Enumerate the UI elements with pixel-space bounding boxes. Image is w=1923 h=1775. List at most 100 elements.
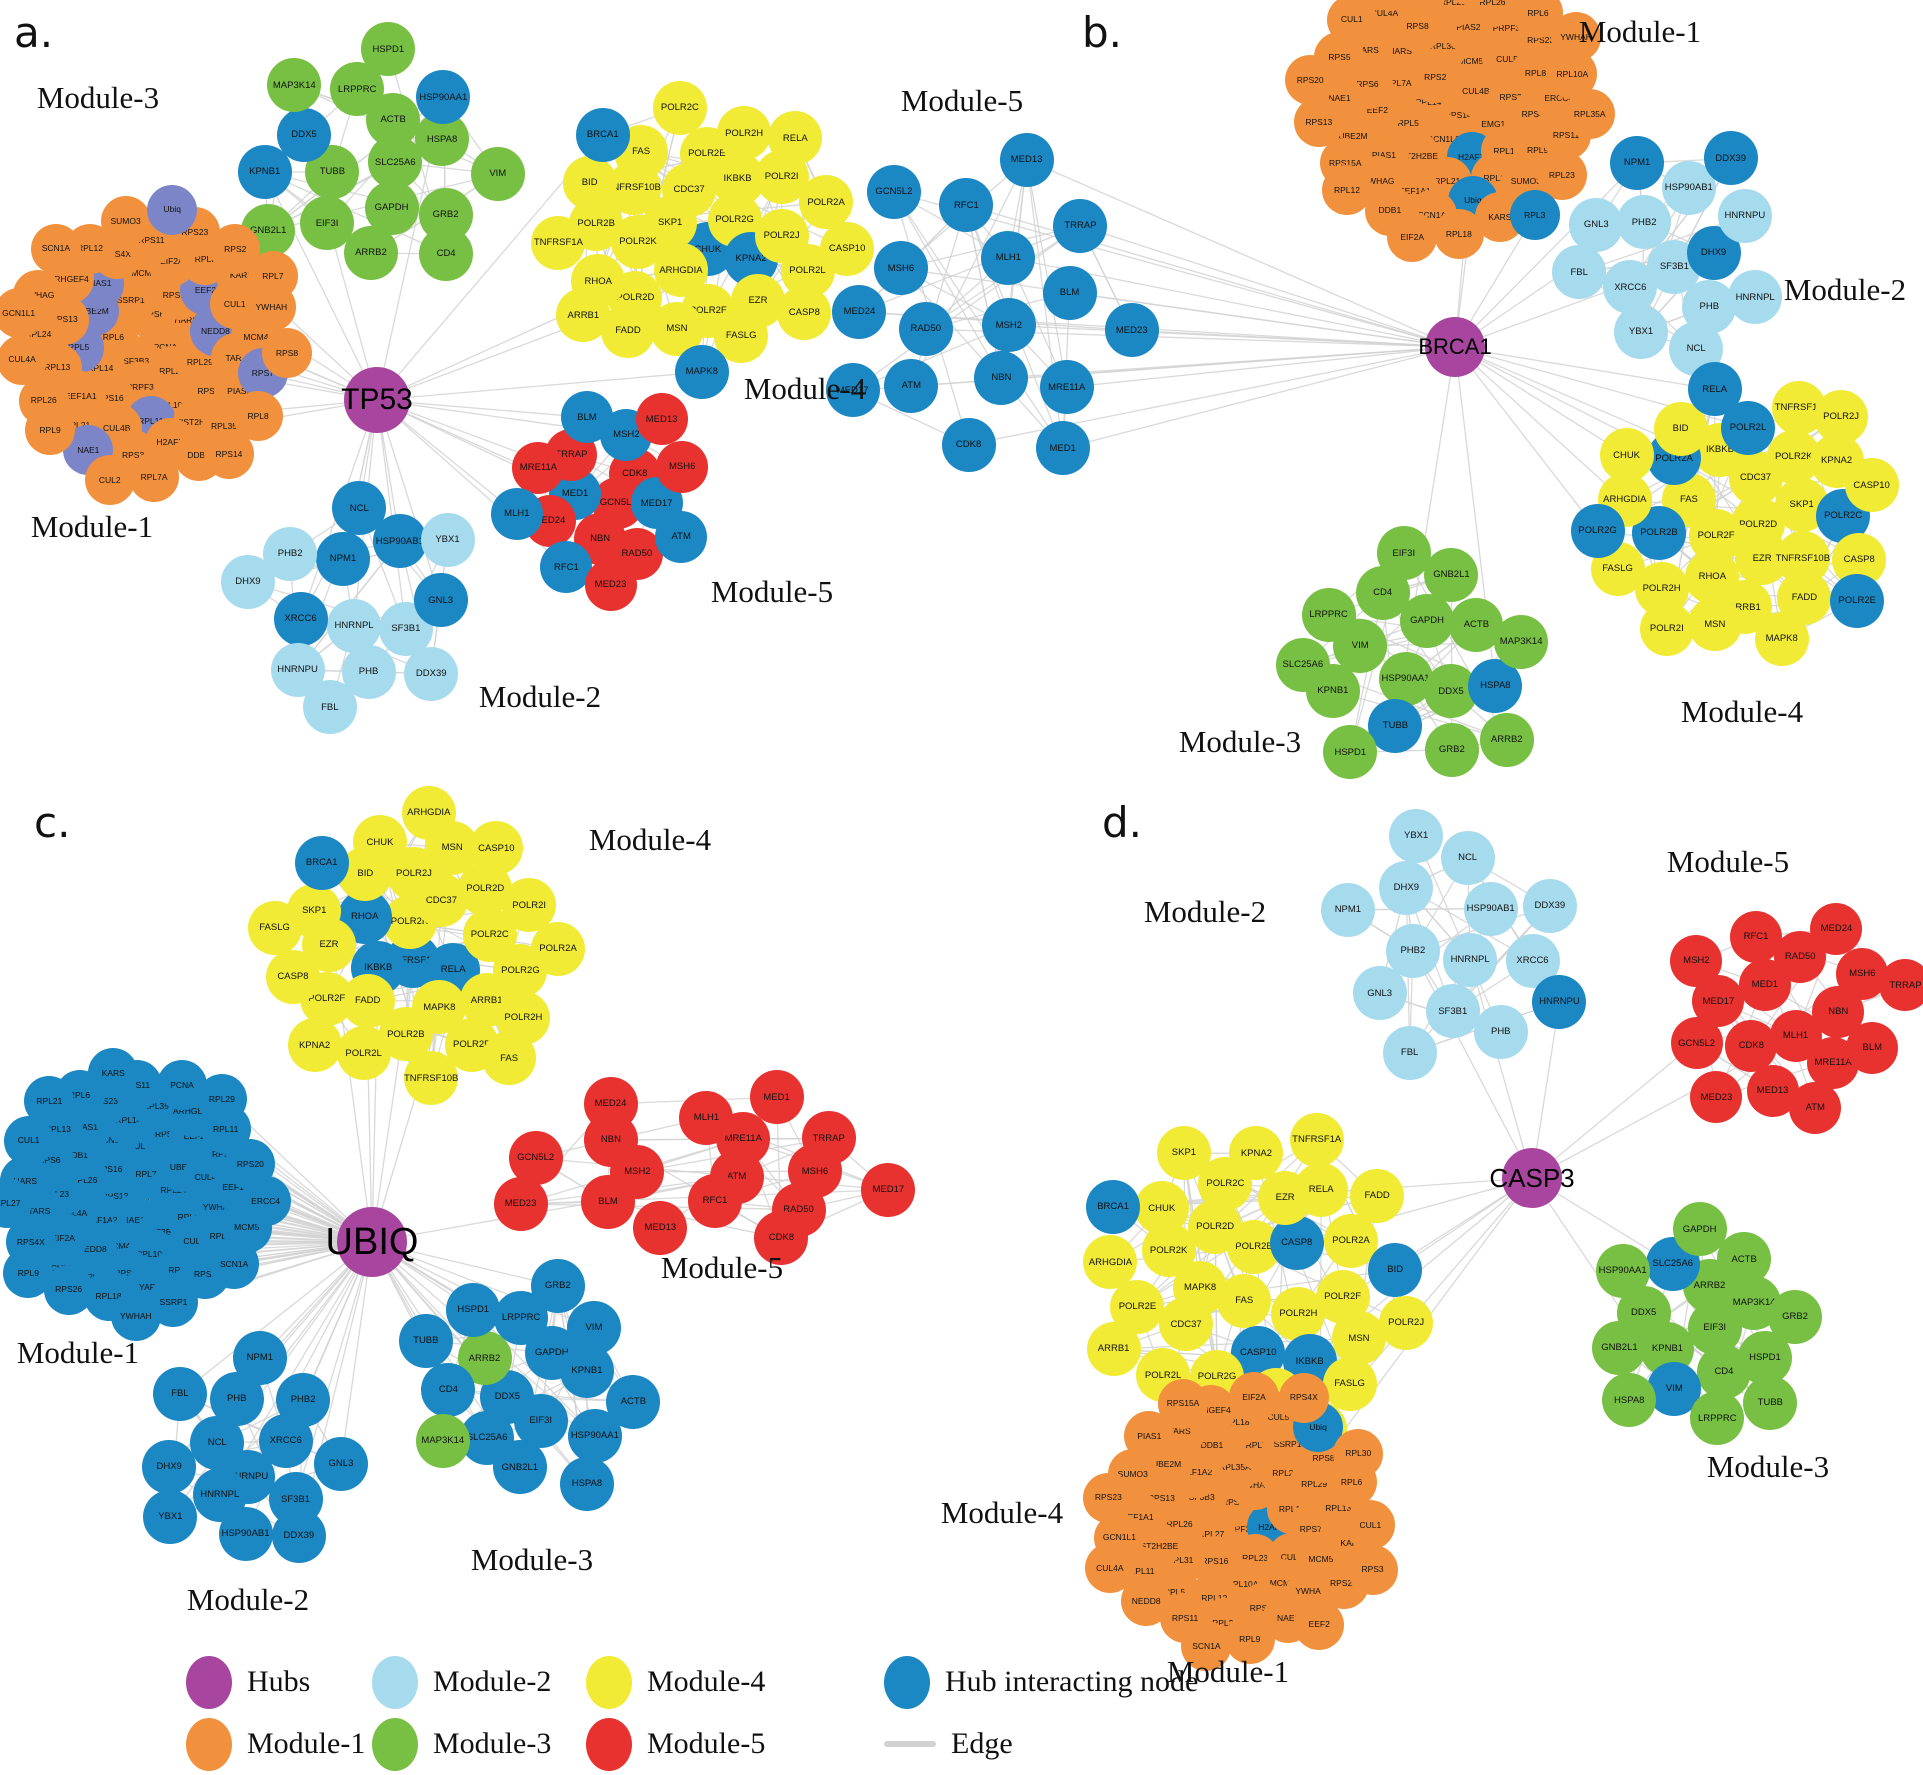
node-MED13[interactable]: MED13 xyxy=(635,393,688,446)
node-NPM1[interactable]: NPM1 xyxy=(1610,136,1665,191)
node-BRCA1[interactable]: BRCA1 xyxy=(294,835,349,890)
node-CD4[interactable]: CD4 xyxy=(421,1362,476,1417)
node-MSH6[interactable]: MSH6 xyxy=(873,241,928,296)
node-YBX1[interactable]: YBX1 xyxy=(1389,808,1444,863)
node-YWHAH[interactable]: YWHAH xyxy=(110,1291,161,1342)
node-GCN5L2[interactable]: GCN5L2 xyxy=(866,165,921,220)
node-HSP90AA1[interactable]: HSP90AA1 xyxy=(1378,651,1433,706)
node-BRCA1[interactable]: BRCA1 xyxy=(575,108,630,163)
node-RPS15A[interactable]: RPS15A xyxy=(1158,1378,1209,1429)
node-TUBB[interactable]: TUBB xyxy=(398,1313,453,1368)
node-MAP3K14[interactable]: MAP3K14 xyxy=(267,58,322,113)
node-VIM[interactable]: VIM xyxy=(566,1300,621,1355)
node-CASP10[interactable]: CASP10 xyxy=(469,821,524,876)
node-RAD50[interactable]: RAD50 xyxy=(898,302,953,357)
node-RPS4X[interactable]: RPS4X xyxy=(1278,1372,1329,1423)
node-GRB2[interactable]: GRB2 xyxy=(1424,722,1479,777)
node-TRRAP[interactable]: TRRAP xyxy=(1053,198,1108,253)
node-MED24[interactable]: MED24 xyxy=(832,284,887,339)
node-CASP10[interactable]: CASP10 xyxy=(820,222,875,277)
node-HNRNPU[interactable]: HNRNPU xyxy=(1717,189,1772,244)
node-POLR2J[interactable]: POLR2J xyxy=(1379,1295,1434,1350)
node-SCN1A[interactable]: SCN1A xyxy=(209,1239,260,1290)
node-BLM[interactable]: BLM xyxy=(560,391,613,444)
node-MED23[interactable]: MED23 xyxy=(584,558,637,611)
node-HSP90AA1[interactable]: HSP90AA1 xyxy=(416,70,471,125)
node-RPS7[interactable]: RPS7 xyxy=(1366,0,1417,11)
node-RPS14[interactable]: RPS14 xyxy=(203,429,254,480)
node-RPS26[interactable]: RPS26 xyxy=(1396,0,1447,18)
node-PHB2[interactable]: PHB2 xyxy=(1617,195,1672,250)
node-GCN5L2[interactable]: GCN5L2 xyxy=(508,1130,563,1185)
node-ARHGDIA[interactable]: ARHGDIA xyxy=(1083,1235,1138,1290)
node-BLM[interactable]: BLM xyxy=(581,1175,636,1230)
node-MED23[interactable]: MED23 xyxy=(1690,1071,1743,1124)
node-POLR2A[interactable]: POLR2A xyxy=(531,921,586,976)
node-EZR[interactable]: EZR xyxy=(1735,531,1790,586)
node-NPM1[interactable]: NPM1 xyxy=(1320,882,1375,937)
node-POLR2J[interactable]: POLR2J xyxy=(1814,389,1869,444)
node-MED17[interactable]: MED17 xyxy=(861,1162,916,1217)
hub-node-CASP3[interactable]: CASP3 xyxy=(1489,1148,1575,1208)
node-VIM[interactable]: VIM xyxy=(470,147,525,201)
node-HSPA8[interactable]: HSPA8 xyxy=(1468,659,1523,714)
node-GRB2[interactable]: GRB2 xyxy=(530,1259,585,1314)
node-RPS23[interactable]: RPS23 xyxy=(1083,1472,1134,1523)
node-TNFRSF10B[interactable]: TNFRSF10B xyxy=(404,1051,458,1106)
node-FAS[interactable]: FAS xyxy=(482,1031,537,1086)
node-RPL7[interactable]: RPL7 xyxy=(247,250,298,301)
node-MED23[interactable]: MED23 xyxy=(1104,303,1159,358)
node-CASP8[interactable]: CASP8 xyxy=(265,950,320,1005)
node-PHB2[interactable]: PHB2 xyxy=(1385,923,1440,978)
node-NBN[interactable]: NBN xyxy=(974,350,1029,405)
node-CDC37[interactable]: CDC37 xyxy=(1159,1297,1214,1352)
node-MRE11A[interactable]: MRE11A xyxy=(512,442,565,495)
node-BID[interactable]: BID xyxy=(562,156,617,211)
hub-node-BRCA1[interactable]: BRCA1 xyxy=(1418,317,1492,377)
node-FADD[interactable]: FADD xyxy=(601,304,656,359)
node-YWHAH[interactable]: YWHAH xyxy=(1551,12,1602,63)
node-NCL[interactable]: NCL xyxy=(1440,831,1495,886)
node-PHB2[interactable]: PHB2 xyxy=(276,1373,331,1428)
node-MAP3K14[interactable]: MAP3K14 xyxy=(415,1414,470,1469)
node-CUL4A[interactable]: CUL4A xyxy=(0,334,48,385)
node-YBX1[interactable]: YBX1 xyxy=(143,1490,198,1545)
node-TNFRSF1A[interactable]: TNFRSF1A xyxy=(1289,1113,1344,1168)
node-CUL2[interactable]: CUL2 xyxy=(84,455,135,506)
hub-node-UBIQ[interactable]: UBIQ xyxy=(326,1207,418,1277)
node-MED13[interactable]: MED13 xyxy=(633,1200,688,1255)
node-ARHGDIA[interactable]: ARHGDIA xyxy=(401,785,456,840)
node-FASLG[interactable]: FASLG xyxy=(1322,1357,1377,1412)
node-GAPDH[interactable]: GAPDH xyxy=(364,181,419,236)
node-SCN1A[interactable]: SCN1A xyxy=(30,223,81,274)
node-MAP3K14[interactable]: MAP3K14 xyxy=(1494,615,1549,670)
node-CASP8[interactable]: CASP8 xyxy=(1269,1215,1324,1270)
node-CUL4A[interactable]: CUL4A xyxy=(1084,1543,1135,1594)
node-MLH1[interactable]: MLH1 xyxy=(981,230,1036,285)
node-EIF2A[interactable]: EIF2A xyxy=(1387,212,1438,263)
node-HSPA8[interactable]: HSPA8 xyxy=(559,1456,614,1511)
node-BLM[interactable]: BLM xyxy=(1846,1021,1899,1074)
node-RPL12[interactable]: RPL12 xyxy=(1321,165,1372,216)
node-ATM[interactable]: ATM xyxy=(884,359,939,414)
node-POLR2G[interactable]: POLR2G xyxy=(1570,503,1625,558)
node-RPL30[interactable]: RPL30 xyxy=(1333,1428,1384,1479)
node-RPL9[interactable]: RPL9 xyxy=(1224,1613,1275,1664)
node-POLR2C[interactable]: POLR2C xyxy=(652,80,707,135)
node-HNRNPL[interactable]: HNRNPL xyxy=(327,598,382,653)
node-HNRNPL[interactable]: HNRNPL xyxy=(1443,932,1498,987)
node-CHUK[interactable]: CHUK xyxy=(353,815,407,870)
node-RPS20[interactable]: RPS20 xyxy=(1285,55,1336,106)
node-TRRAP[interactable]: TRRAP xyxy=(801,1111,856,1166)
node-FASLG[interactable]: FASLG xyxy=(714,308,769,363)
node-YBX1[interactable]: YBX1 xyxy=(420,513,475,568)
node-LRPPRC[interactable]: LRPPRC xyxy=(1690,1391,1745,1446)
node-ERCC4[interactable]: ERCC4 xyxy=(240,1175,291,1226)
node-EEF2[interactable]: EEF2 xyxy=(1294,1599,1345,1650)
node-FASLG[interactable]: FASLG xyxy=(247,901,302,956)
node-NCL[interactable]: NCL xyxy=(332,481,387,536)
node-TRRAP[interactable]: TRRAP xyxy=(1879,959,1923,1012)
node-EIF3I[interactable]: EIF3I xyxy=(300,196,355,251)
node-NPM1[interactable]: NPM1 xyxy=(232,1331,287,1386)
node-HSP90AB1[interactable]: HSP90AB1 xyxy=(1463,881,1518,936)
